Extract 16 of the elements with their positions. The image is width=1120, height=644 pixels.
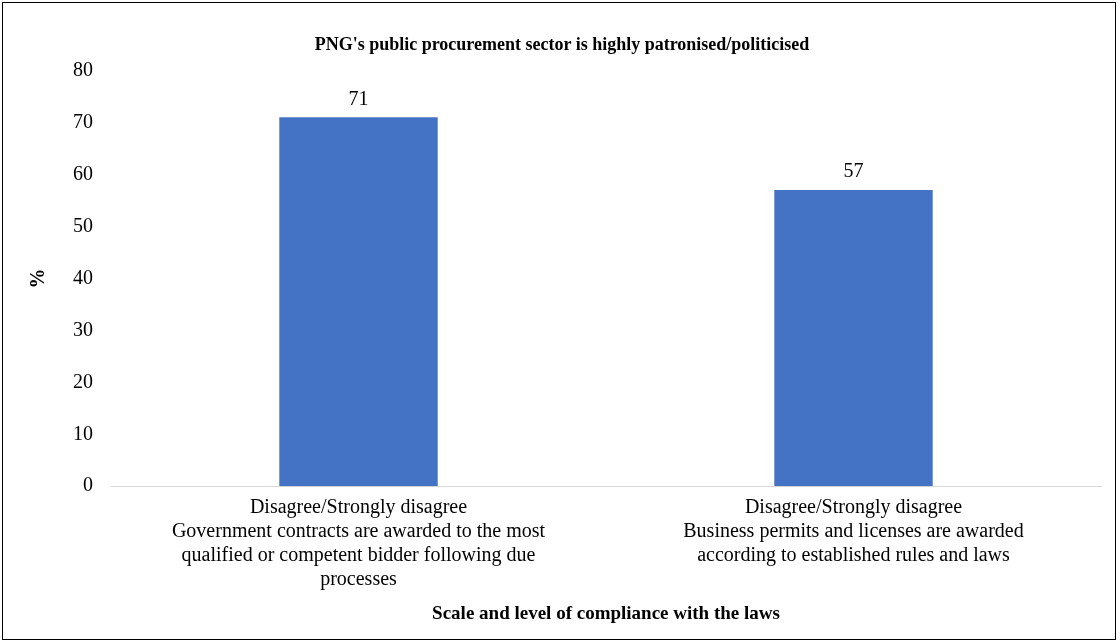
y-tick-label: 30 <box>73 317 93 340</box>
y-tick-label: 0 <box>83 473 93 496</box>
y-axis-title: % <box>26 268 49 289</box>
y-tick-label: 10 <box>73 421 93 444</box>
y-tick-label: 70 <box>73 109 93 132</box>
y-tick-label: 40 <box>73 265 93 288</box>
chart-title: PNG's public procurement sector is highly patronised/politicised <box>314 34 810 55</box>
x-tick-label: Disagree/Strongly disagree Government contracts are awarded to the most qualified or competent bidder following due processes <box>171 495 546 591</box>
x-tick-label: Disagree/Strongly disagree Business permits and licenses are awarded according to established rules and laws <box>683 495 1024 567</box>
y-tick-label: 80 <box>73 57 93 80</box>
data-label: 57 <box>843 159 864 182</box>
y-tick-label: 50 <box>73 213 93 236</box>
y-tick-label: 60 <box>73 161 93 184</box>
data-label: 71 <box>348 86 369 109</box>
x-axis-title: Scale and level of compliance with the laws <box>432 601 780 623</box>
y-tick-label: 20 <box>73 369 93 392</box>
